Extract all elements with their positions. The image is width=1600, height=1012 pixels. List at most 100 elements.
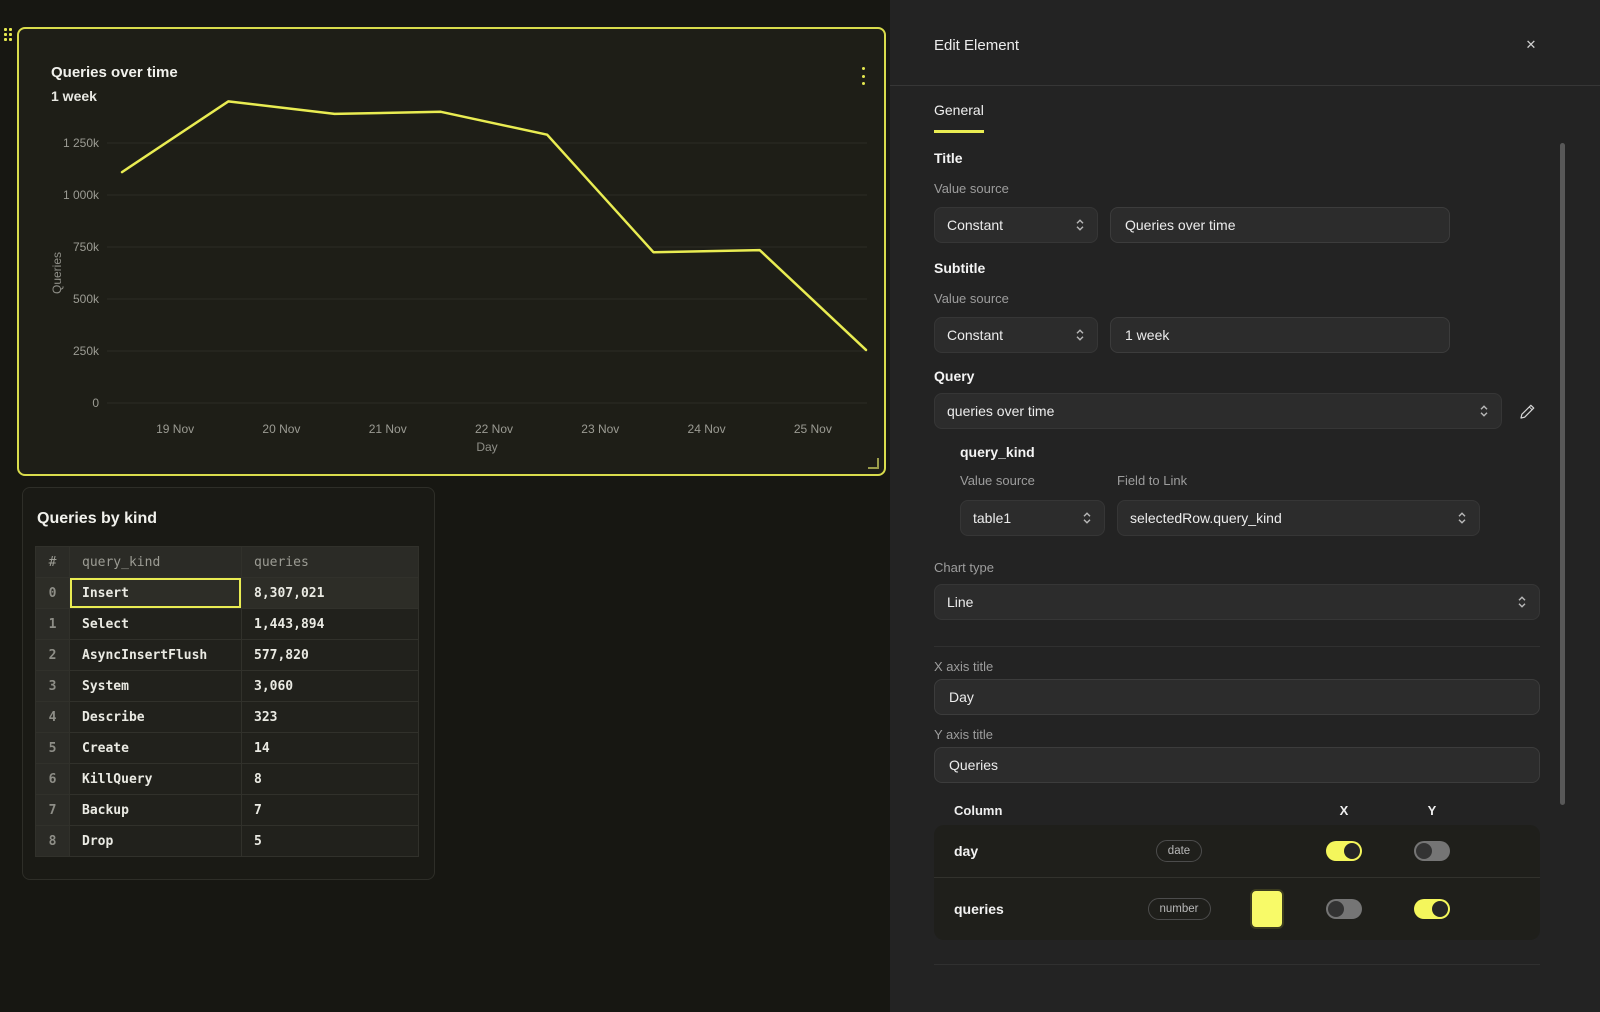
title-value-input[interactable]: Queries over time (1110, 207, 1450, 243)
query-kind-cell[interactable]: AsyncInsertFlush (69, 639, 242, 671)
x-axis-toggle[interactable] (1326, 841, 1362, 861)
y-tick-label: 500k (73, 292, 100, 306)
field-to-link-select[interactable]: selectedRow.query_kind (1117, 500, 1480, 536)
queries-value-cell[interactable]: 323 (241, 701, 419, 733)
subtitle-value-source-label: Value source (934, 291, 1009, 306)
queries-by-kind-table[interactable]: # query_kind queries 0 Insert 8,307,021 1 Sele… (35, 546, 419, 857)
chart-line (120, 100, 868, 352)
chart-title: Queries over time (51, 64, 178, 81)
row-index-cell[interactable]: 3 (35, 670, 70, 702)
chart-type-select[interactable]: Line (934, 584, 1540, 620)
query-kind-subsection: query_kind Value source Field to Link ta… (960, 443, 1480, 536)
queries-value-cell[interactable]: 8 (241, 763, 419, 795)
queries-value-cell[interactable]: 577,820 (241, 639, 419, 671)
queries-value-cell[interactable]: 5 (241, 825, 419, 857)
column-config-table: Column X Y day date queries number (934, 795, 1540, 940)
queries-value-cell[interactable]: 8,307,021 (241, 577, 419, 609)
x-tick-label: 24 Nov (688, 422, 726, 436)
queries-by-kind-card[interactable]: Queries by kind # query_kind queries 0 Inse… (22, 487, 435, 880)
query-kind-source-select[interactable]: table1 (960, 500, 1105, 536)
query-select[interactable]: queries over time (934, 393, 1502, 429)
table-row[interactable]: 4 Describe 323 (35, 701, 419, 733)
chevron-updown-icon (1075, 327, 1085, 343)
column-config-row-day: day date (934, 825, 1540, 877)
column-header-query_kind: query_kind (69, 546, 242, 578)
query-section-heading: Query (934, 368, 975, 384)
y-axis-toggle[interactable] (1414, 899, 1450, 919)
query-kind-cell[interactable]: KillQuery (69, 763, 242, 795)
queries-value-cell[interactable]: 14 (241, 732, 419, 764)
column-header-queries: queries (241, 546, 419, 578)
queries-value-cell[interactable]: 7 (241, 794, 419, 826)
query-kind-cell[interactable]: Describe (69, 701, 242, 733)
query-kind-cell[interactable]: Insert (69, 577, 242, 609)
type-badge: date (1155, 840, 1203, 862)
table-row[interactable]: 2 AsyncInsertFlush 577,820 (35, 639, 419, 671)
row-index-cell[interactable]: 0 (35, 577, 70, 609)
subtitle-source-select[interactable]: Constant (934, 317, 1098, 353)
row-index-cell[interactable]: 6 (35, 763, 70, 795)
query-kind-cell[interactable]: Backup (69, 794, 242, 826)
table-row[interactable]: 5 Create 14 (35, 732, 419, 764)
table-card-title: Queries by kind (37, 510, 158, 527)
chart-type-label: Chart type (934, 560, 994, 575)
chart-element-card[interactable]: Queries over time 1 week 0 250k 500k 750k 1 … (17, 27, 886, 476)
panel-title: Edit Element (934, 37, 1020, 54)
row-index-cell[interactable]: 7 (35, 794, 70, 826)
query-kind-cell[interactable]: Select (69, 608, 242, 640)
query-kind-cell[interactable]: Drop (69, 825, 242, 857)
chevron-updown-icon (1479, 403, 1489, 419)
x-axis-title-input[interactable]: Day (934, 679, 1540, 715)
y-tick-label: 0 (92, 396, 99, 410)
tab-general[interactable]: General (934, 102, 984, 133)
y-axis-title-input[interactable]: Queries (934, 747, 1540, 783)
table-row[interactable]: 1 Select 1,443,894 (35, 608, 419, 640)
subtitle-section-heading: Subtitle (934, 260, 986, 276)
row-index-cell[interactable]: 5 (35, 732, 70, 764)
y-axis-title: Queries (50, 252, 64, 294)
row-index-cell[interactable]: 1 (35, 608, 70, 640)
queries-value-cell[interactable]: 3,060 (241, 670, 419, 702)
query-kind-cell[interactable]: System (69, 670, 242, 702)
column-config-row-queries: queries number (934, 877, 1540, 940)
x-axis-title-label: X axis title (934, 659, 994, 674)
column-name: day (954, 843, 979, 859)
resize-corner-icon[interactable] (868, 458, 879, 469)
queries-value-cell[interactable]: 1,443,894 (241, 608, 419, 640)
y-tick-label: 1 000k (63, 188, 100, 202)
table-row[interactable]: 8 Drop 5 (35, 825, 419, 857)
row-index-cell[interactable]: 2 (35, 639, 70, 671)
section-divider (934, 964, 1540, 965)
drag-handle-icon[interactable] (4, 28, 12, 41)
toggle-knob (1432, 901, 1448, 917)
close-icon[interactable]: ✕ (1525, 37, 1537, 52)
row-index-cell[interactable]: 8 (35, 825, 70, 857)
y-tick-label: 750k (73, 240, 100, 254)
title-source-select[interactable]: Constant (934, 207, 1098, 243)
subtitle-value-input[interactable]: 1 week (1110, 317, 1450, 353)
toggle-knob (1416, 843, 1432, 859)
query-kind-cell[interactable]: Create (69, 732, 242, 764)
panel-scrollbar[interactable] (1560, 143, 1565, 805)
toggle-knob (1328, 901, 1344, 917)
chevron-updown-icon (1075, 217, 1085, 233)
pencil-icon[interactable] (1514, 398, 1540, 424)
table-row[interactable]: 3 System 3,060 (35, 670, 419, 702)
row-index-cell[interactable]: 4 (35, 701, 70, 733)
series-color-swatch[interactable] (1250, 889, 1284, 929)
dashboard-canvas[interactable]: Queries over time 1 week 0 250k 500k 750k 1 … (0, 0, 890, 1012)
toggle-knob (1344, 843, 1360, 859)
x-axis-toggle[interactable] (1326, 899, 1362, 919)
x-axis-title: Day (476, 440, 497, 454)
table-row[interactable]: 7 Backup 7 (35, 794, 419, 826)
title-value-source-label: Value source (934, 181, 1009, 196)
table-row[interactable]: 6 KillQuery 8 (35, 763, 419, 795)
column-header-index: # (35, 546, 70, 578)
y-axis-toggle[interactable] (1414, 841, 1450, 861)
x-tick-label: 22 Nov (475, 422, 513, 436)
table-row[interactable]: 0 Insert 8,307,021 (35, 577, 419, 609)
type-badge: number (1147, 898, 1211, 920)
kebab-menu-icon[interactable] (856, 67, 870, 85)
x-tick-label: 21 Nov (369, 422, 407, 436)
panel-header: Edit Element ✕ (890, 0, 1600, 86)
